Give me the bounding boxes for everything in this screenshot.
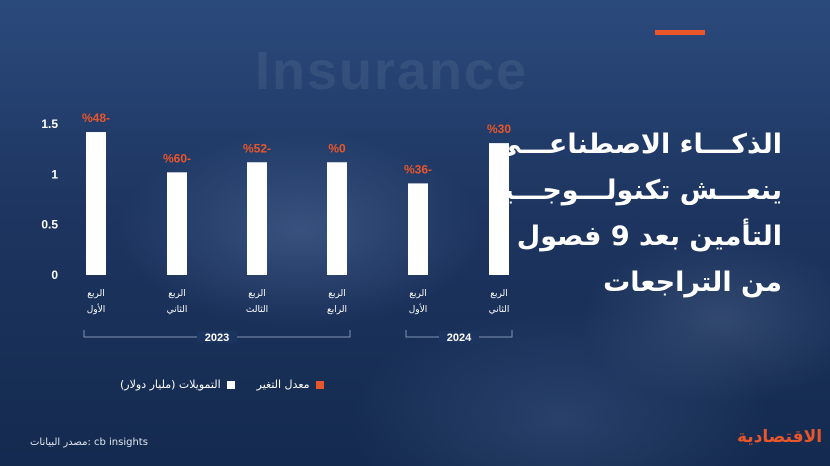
headline-line: من التراجعات: [603, 267, 782, 298]
data-label: %36-: [404, 162, 432, 176]
x-tick-label: الربع: [490, 289, 508, 299]
data-label: %60-: [163, 151, 191, 165]
bar: [408, 183, 428, 275]
x-tick-label: الثالث: [246, 305, 268, 315]
y-tick-label: 1.5: [41, 117, 58, 131]
x-tick-label: الربع: [168, 289, 186, 299]
legend-label-funding: التمويلات (مليار دولار): [120, 378, 221, 391]
data-label: %0: [328, 141, 346, 155]
x-tick-label: الربع: [248, 289, 266, 299]
logo: الاقتصادية: [737, 427, 823, 447]
legend-item-funding: التمويلات (مليار دولار): [120, 378, 235, 391]
legend: التمويلات (مليار دولار) معدل التغير: [120, 378, 375, 391]
data-label: %30: [487, 122, 511, 136]
bar: [247, 162, 267, 275]
headline-line: ينعـــش تكنولـــوجـــيا: [493, 175, 783, 206]
x-tick-label: الربع: [87, 289, 105, 299]
x-tick-label: الأول: [87, 303, 106, 315]
headline-line: الذكـــاء الاصطناعـــي: [493, 129, 782, 160]
background-watermark-word: Insurance: [255, 41, 529, 101]
y-tick-label: 0: [51, 268, 58, 282]
x-tick-label: الثاني: [167, 305, 188, 315]
bar: [167, 172, 187, 275]
data-label: %52-: [243, 141, 271, 155]
year-label: 2023: [205, 332, 229, 344]
x-tick-label: الربع: [328, 289, 346, 299]
headline: الذكـــاء الاصطناعـــي ينعـــش تكنولـــو…: [493, 122, 783, 306]
accent-bar: [655, 30, 705, 35]
legend-swatch-change: [315, 380, 324, 389]
data-label: %48-: [82, 111, 110, 125]
headline-line: التأمين بعد 9 فصول: [516, 221, 782, 252]
x-tick-label: الأول: [409, 303, 428, 315]
year-label-bg: [439, 331, 479, 343]
legend-swatch-funding: [226, 380, 235, 389]
x-tick-label: الربع: [409, 289, 427, 299]
legend-label-change: معدل التغير: [256, 378, 310, 391]
bar: [86, 132, 106, 275]
y-tick-label: 0.5: [41, 218, 58, 232]
year-label-bg: [197, 331, 237, 343]
x-tick-label: الرابع: [327, 305, 347, 315]
legend-item-change: معدل التغير: [257, 378, 324, 391]
year-label: 2024: [447, 332, 472, 344]
y-tick-label: 1: [51, 167, 58, 181]
data-source: مصدر البيانات: cb insights: [30, 437, 148, 448]
bar: [489, 143, 509, 275]
bar: [327, 162, 347, 275]
x-tick-label: الثاني: [489, 305, 510, 315]
